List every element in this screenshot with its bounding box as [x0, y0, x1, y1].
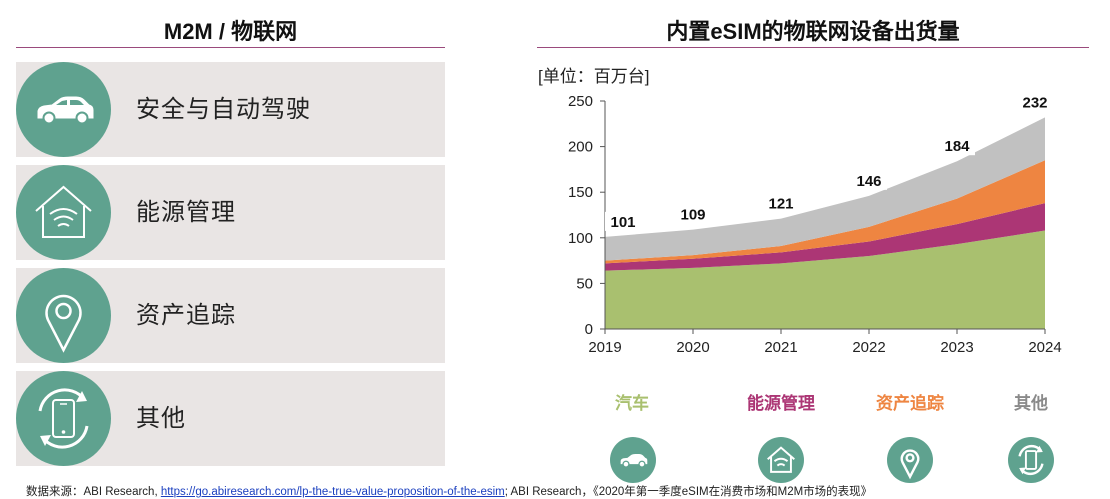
x-tick-label: 2021 — [764, 339, 797, 356]
right-panel-title: 内置eSIM的物联网设备出货量 — [666, 19, 960, 44]
total-data-label: 184 — [944, 138, 970, 155]
card-label: 安全与自动驾驶 — [136, 96, 311, 123]
card-label: 能源管理 — [136, 199, 236, 226]
unit-label: [单位：百万台] — [538, 67, 650, 86]
total-data-label: 109 — [680, 207, 705, 224]
total-label-bg — [605, 211, 641, 231]
stacked-area-chart: 0 50 100 150 200 250 2019 2020 2021 2022 2023 2024 1… — [568, 92, 1062, 356]
smart-home-icon — [758, 437, 804, 483]
car-icon — [16, 62, 111, 157]
total-data-label: 101 — [610, 214, 635, 231]
card-energy-management: 能源管理 — [16, 165, 445, 260]
y-tick-label: 50 — [576, 275, 593, 292]
legend-item-other: 其他 — [1014, 394, 1048, 413]
x-tick-label: 2019 — [588, 339, 621, 356]
x-tick-label: 2020 — [676, 339, 709, 356]
total-data-label: 146 — [856, 173, 881, 190]
source-suffix: ; ABI Research，《2020年第一季度eSIM在消费市场和M2M市场… — [504, 486, 873, 498]
location-pin-icon — [887, 437, 933, 483]
total-label-bg — [675, 204, 711, 224]
y-tick-label: 150 — [568, 184, 593, 201]
source-note: 数据来源：ABI Research, https://go.abiresearc… — [26, 483, 872, 499]
total-data-label: 121 — [768, 196, 793, 213]
x-tick-label: 2023 — [940, 339, 973, 356]
card-asset-tracking: 资产追踪 — [16, 268, 445, 363]
y-tick-label: 100 — [568, 230, 593, 247]
left-panel-title: M2M / 物联网 — [163, 19, 298, 44]
total-label-bg — [1017, 92, 1053, 112]
card-safety-autonomous: 安全与自动驾驶 — [16, 62, 445, 157]
legend-item-energy: 能源管理 — [747, 394, 815, 413]
smart-home-icon — [16, 165, 111, 260]
total-label-bg — [763, 193, 799, 213]
card-label: 其他 — [136, 405, 186, 432]
area-series-2 — [605, 160, 1045, 264]
source-link[interactable]: https://go.abiresearch.com/lp-the-true-v… — [160, 486, 505, 498]
car-icon — [610, 437, 656, 483]
y-tick-label: 250 — [568, 93, 593, 110]
y-tick-label: 200 — [568, 139, 593, 156]
legend-item-auto: 汽车 — [615, 394, 649, 413]
area-series-3 — [605, 117, 1045, 261]
x-tick-label: 2022 — [852, 339, 885, 356]
area-series-0 — [605, 230, 1045, 329]
total-label-bg — [851, 170, 887, 190]
card-other: 其他 — [16, 371, 445, 466]
card-label: 资产追踪 — [136, 302, 236, 329]
smartphone-sync-icon — [16, 371, 111, 466]
left-title-rule — [16, 47, 445, 48]
smartphone-sync-icon — [1008, 437, 1054, 483]
area-series-1 — [605, 203, 1045, 271]
total-data-label: 232 — [1022, 94, 1047, 111]
source-prefix: 数据来源：ABI Research, — [26, 486, 161, 498]
right-title-rule — [537, 47, 1089, 48]
total-label-bg — [939, 136, 975, 156]
x-tick-label: 2024 — [1028, 339, 1061, 356]
location-pin-icon — [16, 268, 111, 363]
legend-item-asset: 资产追踪 — [876, 394, 944, 413]
y-tick-label: 0 — [585, 321, 593, 338]
